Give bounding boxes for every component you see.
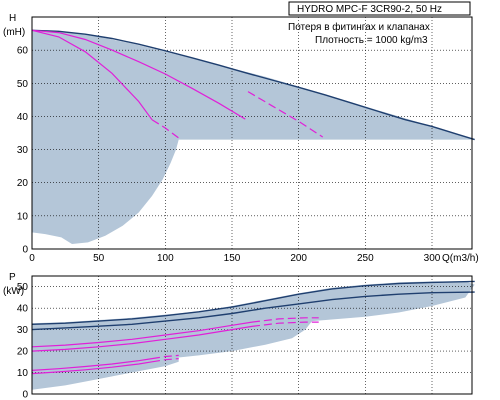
y-axis-unit: (kW) [3, 286, 24, 297]
pump-curve [31, 361, 153, 375]
y-tick-label: 40 [17, 304, 29, 315]
x-tick-label: 100 [157, 253, 174, 264]
pump-curve [31, 325, 253, 352]
x-tick-label: 200 [290, 253, 307, 264]
pump-curve-extension [151, 119, 180, 139]
system-curve [31, 29, 475, 141]
y-tick-label: 30 [17, 325, 29, 336]
chart-info-box: HYDRO MPC-F 3CR90-2, 50 Hz Потеря в фити… [288, 1, 471, 46]
pump-curve-extension [151, 358, 179, 363]
y-tick-label: 10 [17, 211, 29, 222]
operating-envelope [32, 30, 475, 244]
x-tick-label: 300 [424, 253, 441, 264]
pump-curve-extension [247, 91, 324, 138]
pump-curve [31, 29, 153, 121]
system-curve [31, 291, 475, 331]
y-tick-label: 10 [17, 368, 29, 379]
x-tick-label: 150 [224, 253, 241, 264]
y-tick-label: 20 [17, 178, 29, 189]
x-tick-label: 50 [93, 253, 105, 264]
x-tick-label: 250 [357, 253, 374, 264]
plot-frame [31, 275, 473, 395]
y-tick-label: 0 [22, 245, 28, 256]
pump-curve [31, 358, 153, 371]
pump-curve [31, 29, 246, 120]
y-tick-label: 30 [17, 145, 29, 156]
plot-frame [31, 16, 473, 250]
pump-curve-extension [151, 354, 179, 360]
y-axis-unit: (mH) [3, 27, 25, 38]
pump-curve-extension [251, 317, 319, 323]
pump-curve [31, 321, 253, 348]
chart-note-fittings: Потеря в фитингах и клапанах [288, 21, 430, 33]
y-axis-label: H [9, 13, 16, 24]
y-tick-label: 0 [22, 390, 28, 400]
head-chart-panel: 0 10 20 30 40 50 60 0 50 100 150 200 250 300 Q(m3/h) H (… [3, 13, 479, 264]
system-curve [31, 280, 475, 325]
y-tick-label: 50 [17, 282, 29, 293]
y-tick-label: 40 [17, 112, 29, 123]
pump-curve-extension [251, 321, 319, 327]
chart-note-density: Плотность = 1000 kg/m3 [315, 35, 428, 46]
operating-envelope [32, 281, 475, 390]
power-chart-panel: 0 10 20 30 40 50P (kW) [3, 272, 475, 400]
chart-title: HYDRO MPC-F 3CR90-2, 50 Hz [297, 4, 442, 15]
y-tick-label: 50 [17, 79, 29, 90]
y-tick-label: 20 [17, 347, 29, 358]
y-tick-label: 60 [17, 46, 29, 57]
x-tick-label: 0 [29, 253, 35, 264]
x-axis-label: Q(m3/h) [442, 253, 479, 264]
info-box-frame [288, 1, 471, 16]
y-axis-label: P [9, 272, 16, 283]
